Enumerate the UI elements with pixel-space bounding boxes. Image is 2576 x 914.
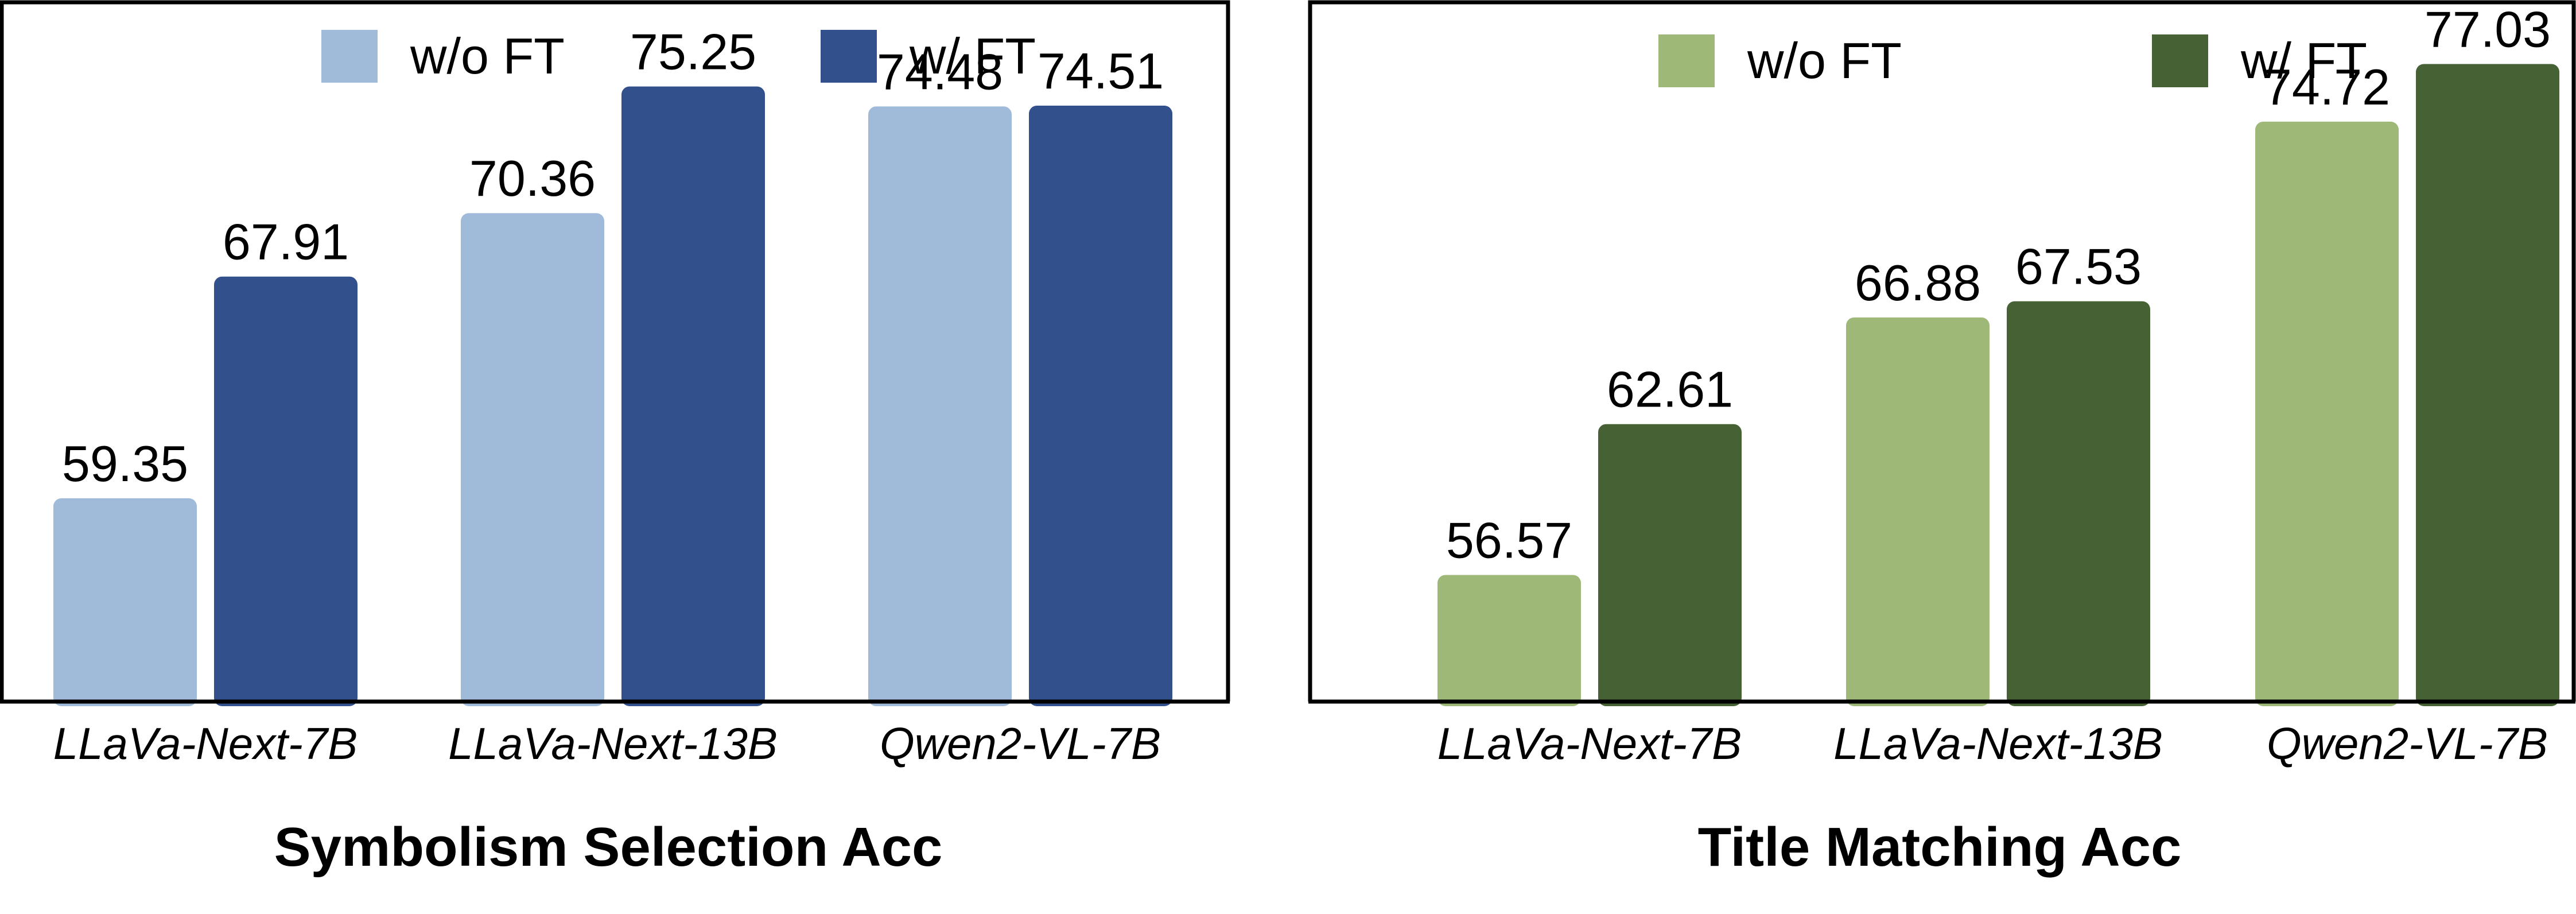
bar-w-ft-3 xyxy=(2416,64,2559,707)
bar-value-label: 59.35 xyxy=(62,435,188,492)
bar-wo-ft-1 xyxy=(53,498,197,706)
chart-panel-2: 56.57 66.88 74.72 62.61 67.53 77.03 w/o FT w/ F… xyxy=(1308,0,2576,878)
bar-value-label: 70.36 xyxy=(469,150,596,207)
bar-value-label: 74.72 xyxy=(2264,59,2390,115)
legend-label: w/o FT xyxy=(1747,32,1902,89)
legend-swatch xyxy=(1658,34,1715,87)
legend-swatch xyxy=(821,30,877,83)
bar-w-ft-2 xyxy=(2007,301,2150,706)
legend-label: w/ FT xyxy=(2240,32,2367,89)
legend-swatch xyxy=(321,30,378,83)
x-tick-label: LLaVa-Next-13B xyxy=(448,718,778,769)
chart-title: Title Matching Acc xyxy=(1698,816,2182,878)
chart-title: Symbolism Selection Acc xyxy=(274,816,943,878)
legend-swatch xyxy=(2152,34,2208,87)
bar-wo-ft-2 xyxy=(1846,317,1990,706)
plot-frame xyxy=(0,0,1230,702)
bar-w-ft-1 xyxy=(1598,424,1742,706)
bar-value-label: 74.48 xyxy=(877,43,1003,100)
x-tick-label: LLaVa-Next-7B xyxy=(53,718,358,769)
charts-layer: 59.35 70.36 74.48 67.91 75.25 74.51 w/o FT w/ F… xyxy=(0,0,2576,878)
bar-w-ft-1 xyxy=(214,276,358,706)
bar-wo-ft-3 xyxy=(2255,121,2399,706)
chart-panel-1: 59.35 70.36 74.48 67.91 75.25 74.51 w/o FT w/ F… xyxy=(0,0,1230,878)
bar-value-label: 67.91 xyxy=(223,214,349,270)
bar-value-label: 56.57 xyxy=(1446,512,1572,568)
bar-value-label: 62.61 xyxy=(1607,361,1733,418)
legend-label: w/o FT xyxy=(410,28,565,84)
bar-wo-ft-3 xyxy=(868,106,1012,706)
bar-value-label: 67.53 xyxy=(2015,238,2142,295)
x-tick-label: Qwen2-VL-7B xyxy=(880,718,1161,769)
bar-value-label: 75.25 xyxy=(630,24,756,80)
bar-w-ft-3 xyxy=(1029,105,1172,707)
legend-label: w/ FT xyxy=(909,28,1036,84)
bar-value-label: 77.03 xyxy=(2425,1,2551,57)
x-tick-label: LLaVa-Next-7B xyxy=(1437,718,1742,769)
x-tick-label: Qwen2-VL-7B xyxy=(2267,718,2548,769)
bar-wo-ft-1 xyxy=(1437,575,1581,706)
x-tick-label: LLaVa-Next-13B xyxy=(1833,718,2163,769)
bar-wo-ft-2 xyxy=(461,213,604,706)
plot-frame xyxy=(1308,0,2576,702)
bar-value-label: 66.88 xyxy=(1855,254,1981,311)
bar-value-label: 74.51 xyxy=(1038,42,1164,99)
bar-w-ft-2 xyxy=(621,86,765,707)
